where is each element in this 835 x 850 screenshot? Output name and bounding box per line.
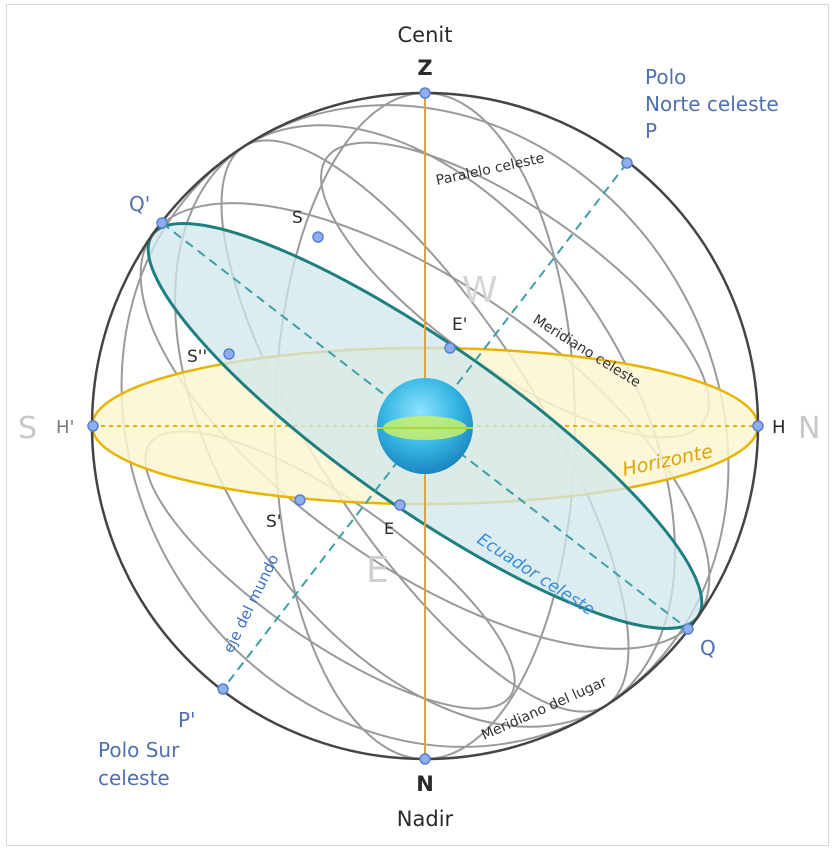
label-p: P [645, 119, 657, 143]
point-e-prime [444, 342, 456, 354]
cardinal-w: W [462, 270, 498, 311]
cardinal-n: N [798, 411, 820, 446]
point-s-prime [294, 494, 306, 506]
label-h: H [772, 417, 786, 438]
label-meridiano-del-lugar: Meridiano del lugar [479, 674, 609, 744]
point-p-prime [217, 683, 229, 695]
label-e: E [384, 519, 394, 538]
label-s-double: S'' [187, 347, 207, 367]
label-norte-celeste: Norte celeste [645, 92, 779, 116]
label-n: N [416, 772, 434, 796]
point-e [394, 499, 406, 511]
point-s-double [223, 348, 235, 360]
point-n [419, 753, 431, 765]
label-celeste: celeste [98, 766, 170, 790]
point-s [312, 231, 324, 243]
label-polo: Polo [645, 65, 686, 89]
label-paralelo-celeste: Paralelo celeste [435, 150, 546, 189]
label-s: S [292, 208, 303, 228]
label-s-prime: S' [266, 512, 281, 532]
label-e-prime: E' [452, 315, 467, 335]
cardinal-s: S [18, 411, 37, 446]
figure-frame [6, 4, 829, 846]
label-eje-del-mundo: eje del mundo [219, 551, 282, 655]
point-h [752, 420, 764, 432]
label-q-prime: Q' [129, 192, 150, 216]
point-h-prime [87, 420, 99, 432]
label-polo-sur: Polo Sur [98, 738, 180, 762]
earth-globe [377, 378, 473, 474]
label-p-prime: P' [178, 708, 196, 732]
point-q-prime [156, 217, 168, 229]
point-p [621, 157, 633, 169]
cardinal-e: E [366, 550, 389, 591]
point-z [419, 87, 431, 99]
points [87, 87, 764, 765]
label-nadir: Nadir [397, 807, 454, 831]
label-h-prime: H' [56, 417, 74, 438]
label-z: Z [417, 56, 432, 80]
label-cenit: Cenit [398, 23, 453, 47]
label-q: Q [700, 636, 716, 660]
point-q [682, 623, 694, 635]
